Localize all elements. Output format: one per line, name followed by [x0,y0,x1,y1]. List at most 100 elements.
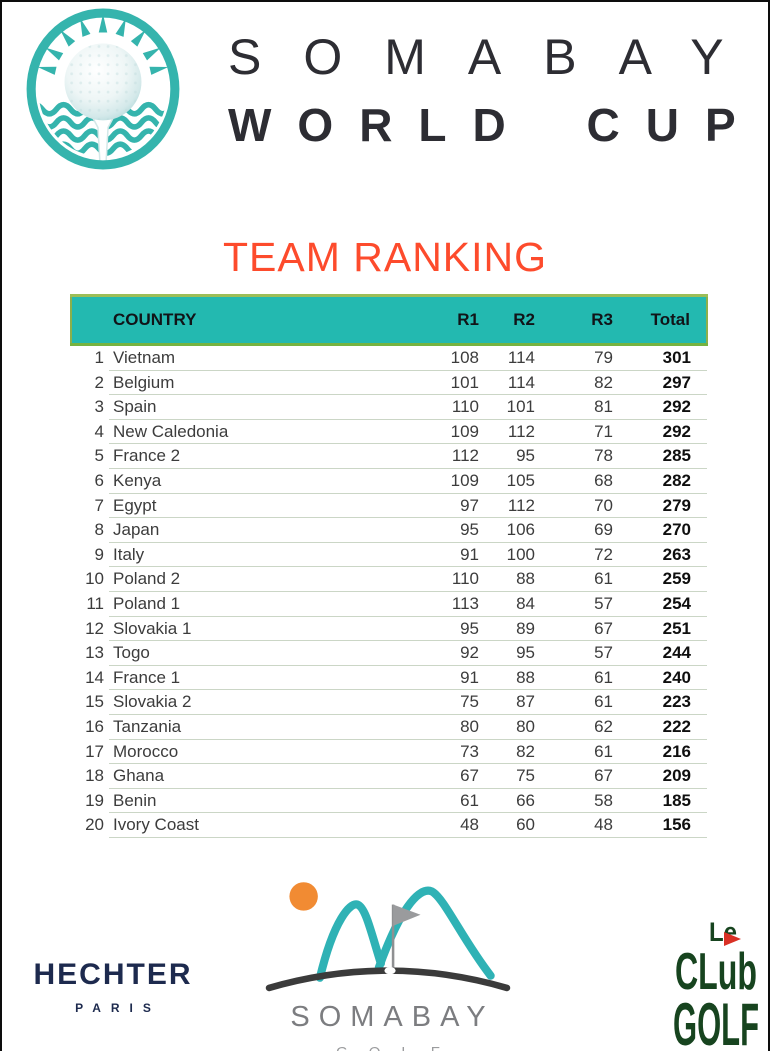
total-cell: 254 [615,591,707,617]
r3-cell: 48 [537,812,615,838]
total-cell: 297 [615,370,707,396]
r1-column-header: R1 [411,294,481,346]
brand-subtitle: WORLD CUP [228,99,762,151]
table-row: 4 New Caledonia 109 112 71 292 [71,419,707,445]
r3-cell: 67 [537,763,615,789]
r1-cell: 67 [411,763,481,789]
table-row: 12 Slovakia 1 95 89 67 251 [71,616,707,642]
r1-cell: 92 [411,640,481,666]
rank-cell: 20 [85,815,104,835]
total-column-header: Total [615,294,708,346]
r2-cell: 114 [481,344,537,371]
total-cell: 251 [615,616,707,642]
rank-cell: 6 [94,470,104,490]
r2-cell: 88 [481,665,537,691]
rank-cell: 8 [94,520,104,540]
r1-cell: 48 [411,812,481,838]
r1-cell: 80 [411,714,481,740]
r2-cell: 89 [481,616,537,642]
r2-cell: 95 [481,443,537,469]
rank-cell: 15 [85,692,104,712]
table-row: 16 Tanzania 80 80 62 222 [71,714,707,740]
r1-cell: 108 [411,344,481,371]
rank-cell: 14 [85,667,104,687]
country-cell: Ghana [109,763,411,789]
r3-cell: 69 [537,517,615,543]
club-golf-red-flag-icon [724,932,741,946]
total-cell: 223 [615,689,707,715]
brand-name: SOMABAY [228,29,766,85]
table-row: 5 France 2 112 95 78 285 [71,443,707,469]
r1-cell: 113 [411,591,481,617]
table-row: 18 Ghana 67 75 67 209 [71,763,707,789]
r1-cell: 75 [411,689,481,715]
rank-cell: 12 [85,618,104,638]
r1-cell: 109 [411,419,481,445]
r2-cell: 66 [481,788,537,814]
rank-cell: 18 [85,766,104,786]
total-cell: 185 [615,788,707,814]
r3-cell: 62 [537,714,615,740]
rank-cell: 13 [85,643,104,663]
club-golf-golf-text: GOLF [673,991,759,1051]
team-ranking-table: COUNTRY R1 R2 R3 Total 1 Vietnam 108 114… [70,294,708,838]
total-cell: 216 [615,739,707,765]
r2-cell: 114 [481,370,537,396]
r2-column-header: R2 [481,294,537,346]
le-club-golf-icon: Le CLub GOLF [673,917,759,1051]
r2-cell: 112 [481,493,537,519]
r1-cell: 95 [411,616,481,642]
r3-cell: 57 [537,640,615,666]
country-cell: Tanzania [109,714,411,740]
r2-cell: 112 [481,419,537,445]
rank-cell: 17 [85,741,104,761]
table-row: 3 Spain 110 101 81 292 [71,394,707,420]
table-row: 17 Morocco 73 82 61 216 [71,739,707,765]
country-column-header: COUNTRY [109,294,411,346]
table-row: 13 Togo 92 95 57 244 [71,640,707,666]
country-cell: Togo [109,640,411,666]
table-row: 20 Ivory Coast 48 60 48 156 [71,812,707,838]
country-cell: Italy [109,542,411,568]
country-cell: Japan [109,517,411,543]
somabay-golf-logo: SOMABAY GOLF [260,870,516,1051]
country-cell: Ivory Coast [109,812,411,838]
total-cell: 156 [615,812,707,838]
rank-cell: 19 [85,790,104,810]
country-cell: Poland 2 [109,566,411,592]
rank-cell: 1 [94,348,104,368]
total-cell: 259 [615,566,707,592]
rank-cell: 7 [94,495,104,515]
r2-cell: 75 [481,763,537,789]
table-row: 2 Belgium 101 114 82 297 [71,370,707,396]
country-cell: France 2 [109,443,411,469]
r2-cell: 88 [481,566,537,592]
r2-cell: 80 [481,714,537,740]
r1-cell: 110 [411,566,481,592]
table-row: 8 Japan 95 106 69 270 [71,517,707,543]
rank-cell: 4 [94,421,104,441]
r3-column-header: R3 [537,294,615,346]
country-cell: Kenya [109,468,411,494]
table-row: 14 France 1 91 88 61 240 [71,665,707,691]
rank-column-header [70,294,109,346]
r2-cell: 105 [481,468,537,494]
r3-cell: 82 [537,370,615,396]
total-cell: 209 [615,763,707,789]
total-cell: 292 [615,419,707,445]
country-cell: Vietnam [109,344,411,371]
total-cell: 285 [615,443,707,469]
rank-cell: 2 [94,372,104,392]
total-cell: 244 [615,640,707,666]
r3-cell: 68 [537,468,615,494]
country-cell: Morocco [109,739,411,765]
page-title: TEAM RANKING [222,234,548,280]
rank-cell: 5 [94,446,104,466]
hechter-city-label: PARIS [75,1001,161,1015]
r3-cell: 67 [537,616,615,642]
golf-ball-sun-waves-icon [26,8,180,170]
total-cell: 301 [615,344,707,371]
r3-cell: 61 [537,665,615,691]
r1-cell: 61 [411,788,481,814]
